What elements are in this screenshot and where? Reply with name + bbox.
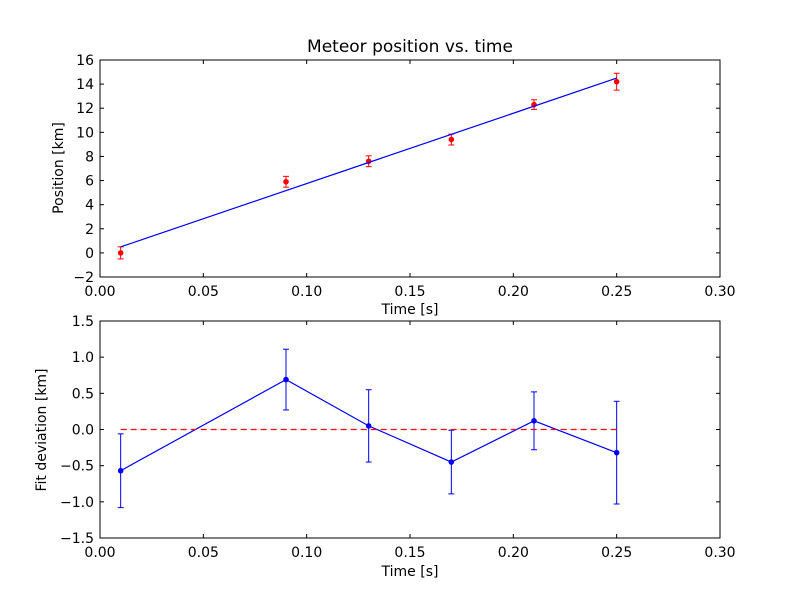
position-plot-frame: [99, 59, 721, 278]
deviation-data-point: [283, 376, 289, 383]
position-y-tick-label: 10: [76, 125, 94, 141]
deviation-y-tick-label: −1.5: [60, 531, 94, 547]
deviation-plot: 0.00 0.05 0.10 0.15 0.20 0.25 0.30 −1.5 −1.0 −0.5…: [34, 314, 736, 580]
position-plot: Meteor position vs. time 0.00 0.05 0.10 0.1…: [51, 37, 736, 318]
deviation-series-line: [120, 378, 617, 472]
position-x-tick-label: 0.15: [394, 284, 425, 300]
position-plot-x-axis-label: Time [s]: [381, 302, 439, 318]
deviation-y-tick-label: 1.0: [72, 350, 94, 366]
position-x-tick-label: 0.00: [84, 284, 115, 300]
position-x-tick-label: 0.25: [601, 284, 632, 300]
deviation-data-point: [448, 459, 455, 465]
position-data-point: [117, 250, 124, 256]
deviation-x-tick-label: 0.30: [704, 545, 735, 561]
position-y-tick-label: 14: [76, 77, 94, 93]
deviation-data-point: [531, 418, 537, 424]
deviation-x-tick-label: 0.20: [498, 545, 529, 561]
deviation-x-tick-label: 0.25: [601, 545, 632, 561]
deviation-y-tick-label: 0.0: [72, 423, 94, 439]
deviation-x-tick-label: 0.05: [188, 545, 219, 561]
position-y-tick-label: 6: [85, 174, 94, 190]
deviation-data-point: [365, 423, 372, 429]
position-x-tick-label: 0.05: [188, 284, 219, 300]
position-data-point: [613, 78, 620, 85]
deviation-plot-y-axis-label: Fit deviation [km]: [34, 368, 50, 491]
deviation-y-tick-label: −1.0: [60, 495, 94, 511]
position-y-tick-label: 8: [85, 149, 94, 165]
position-x-tick-label: 0.10: [291, 284, 322, 300]
position-y-tick-label: 12: [76, 101, 94, 117]
position-y-tick-label: 16: [76, 53, 94, 69]
deviation-plot-x-axis-label: Time [s]: [381, 564, 439, 580]
position-data-point: [283, 178, 289, 185]
position-series-line: [120, 77, 617, 248]
position-plot-marks: [117, 72, 620, 260]
position-y-tick-label: −2: [73, 270, 94, 286]
deviation-data-point: [117, 467, 124, 474]
position-plot-title: Meteor position vs. time: [307, 37, 513, 57]
deviation-y-tick-label: 1.5: [72, 314, 94, 330]
position-y-tick-label: 2: [85, 222, 94, 238]
deviation-x-tick-label: 0.00: [84, 545, 115, 561]
position-y-tick-label: 4: [85, 198, 94, 214]
deviation-x-tick-label: 0.15: [394, 545, 425, 561]
deviation-plot-frame: [99, 320, 721, 539]
deviation-y-tick-label: 0.5: [72, 386, 94, 402]
deviation-y-tick-label: −0.5: [60, 459, 94, 475]
position-y-tick-label: 0: [85, 246, 94, 262]
position-x-tick-label: 0.30: [704, 284, 735, 300]
position-data-point: [448, 136, 455, 143]
position-x-tick-label: 0.20: [498, 284, 529, 300]
deviation-x-tick-label: 0.10: [291, 545, 322, 561]
deviation-data-point: [613, 449, 620, 456]
position-plot-ticks: 0.00 0.05 0.10 0.15 0.20 0.25 0.30 −2 0 2 4 6 8 10 12 1…: [73, 53, 735, 300]
position-plot-y-axis-label: Position [km]: [51, 122, 67, 214]
deviation-plot-marks: [117, 348, 620, 509]
